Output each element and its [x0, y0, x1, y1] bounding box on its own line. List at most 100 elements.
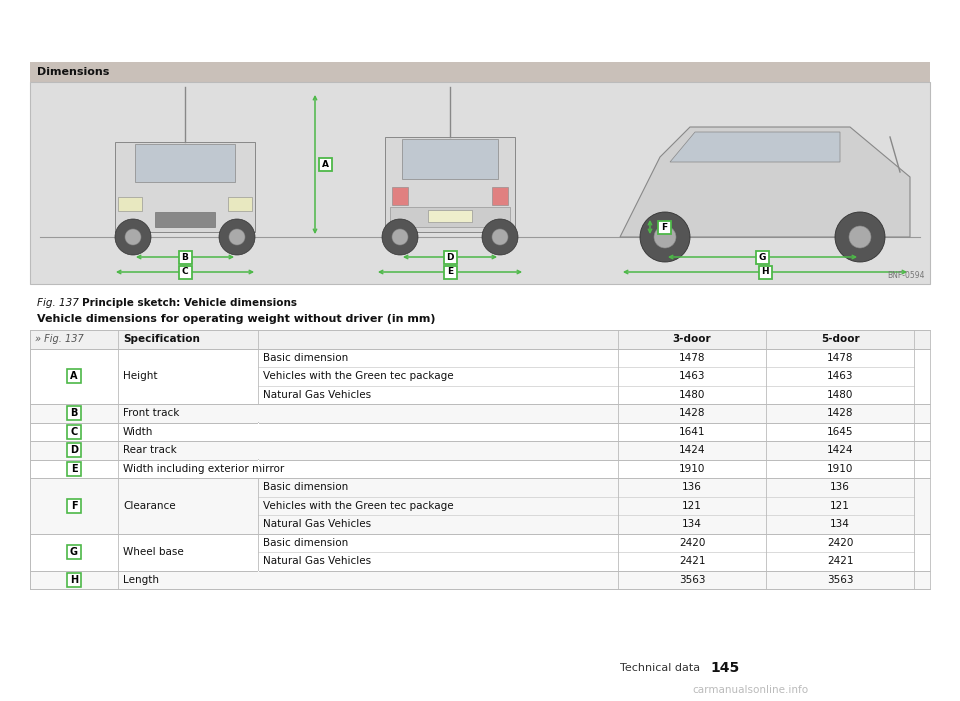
- Text: G: G: [70, 547, 78, 557]
- Text: Width: Width: [123, 427, 154, 437]
- Text: Front track: Front track: [123, 408, 180, 418]
- Bar: [30, 348, 930, 404]
- Text: H: H: [70, 575, 78, 585]
- Bar: [444, 250, 457, 264]
- Bar: [258, 423, 259, 440]
- Circle shape: [835, 212, 885, 262]
- Bar: [392, 187, 408, 205]
- Bar: [492, 187, 508, 205]
- Text: E: E: [447, 268, 453, 276]
- Bar: [30, 441, 930, 459]
- Bar: [30, 423, 930, 441]
- Text: 1478: 1478: [679, 353, 706, 362]
- Text: 1910: 1910: [827, 464, 853, 474]
- Bar: [402, 139, 498, 179]
- Text: 2421: 2421: [679, 557, 706, 566]
- Circle shape: [849, 226, 871, 248]
- Text: Basic dimension: Basic dimension: [263, 538, 348, 547]
- Text: F: F: [660, 222, 667, 231]
- Circle shape: [382, 219, 418, 255]
- Circle shape: [125, 229, 141, 245]
- Text: Vehicles with the Green tec package: Vehicles with the Green tec package: [263, 372, 454, 381]
- Bar: [67, 573, 81, 587]
- Text: BNF-0594: BNF-0594: [887, 271, 925, 280]
- Text: 1645: 1645: [827, 427, 853, 437]
- Bar: [30, 533, 930, 571]
- Polygon shape: [620, 127, 910, 237]
- Text: 1428: 1428: [679, 408, 706, 418]
- Text: C: C: [181, 268, 188, 276]
- Circle shape: [492, 229, 508, 245]
- Bar: [67, 369, 81, 383]
- Text: 5-door: 5-door: [821, 334, 859, 344]
- Bar: [30, 571, 930, 589]
- Text: Specification: Specification: [123, 334, 200, 344]
- Bar: [30, 533, 930, 571]
- Text: H: H: [761, 268, 769, 276]
- Text: 1480: 1480: [679, 390, 706, 400]
- Text: 3563: 3563: [827, 575, 853, 585]
- Text: 145: 145: [710, 661, 739, 675]
- Bar: [30, 348, 930, 404]
- Bar: [30, 571, 930, 589]
- Bar: [67, 462, 81, 476]
- Bar: [135, 144, 235, 182]
- Text: 2420: 2420: [827, 538, 853, 547]
- Circle shape: [654, 226, 676, 248]
- Bar: [658, 221, 670, 233]
- Bar: [67, 407, 81, 421]
- Text: A: A: [322, 160, 328, 169]
- Text: Rear track: Rear track: [123, 445, 177, 455]
- Text: F: F: [71, 501, 78, 511]
- Text: Fig. 137: Fig. 137: [37, 298, 79, 308]
- Text: 121: 121: [682, 501, 702, 511]
- Text: Natural Gas Vehicles: Natural Gas Vehicles: [263, 557, 372, 566]
- Bar: [758, 266, 772, 278]
- Bar: [258, 571, 259, 589]
- Text: D: D: [70, 445, 78, 455]
- Text: 1478: 1478: [827, 353, 853, 362]
- Text: 1428: 1428: [827, 408, 853, 418]
- Text: 1463: 1463: [827, 372, 853, 381]
- Circle shape: [640, 212, 690, 262]
- Text: Width including exterior mirror: Width including exterior mirror: [123, 464, 284, 474]
- Circle shape: [229, 229, 245, 245]
- Bar: [118, 197, 142, 211]
- Text: 2421: 2421: [827, 557, 853, 566]
- Text: Clearance: Clearance: [123, 501, 176, 511]
- Text: 1463: 1463: [679, 372, 706, 381]
- Bar: [179, 266, 191, 278]
- Bar: [115, 142, 255, 232]
- Text: 1641: 1641: [679, 427, 706, 437]
- Text: A: A: [70, 372, 78, 381]
- Text: Natural Gas Vehicles: Natural Gas Vehicles: [263, 390, 372, 400]
- Text: 1424: 1424: [679, 445, 706, 455]
- Bar: [444, 266, 457, 278]
- Text: carmanualsonline.info: carmanualsonline.info: [692, 685, 808, 695]
- Bar: [30, 62, 930, 82]
- Text: Technical data: Technical data: [620, 663, 700, 673]
- Bar: [30, 478, 930, 533]
- Bar: [258, 442, 259, 459]
- Text: 2420: 2420: [679, 538, 706, 547]
- Bar: [258, 460, 259, 477]
- Text: 3-door: 3-door: [673, 334, 711, 344]
- Bar: [30, 478, 930, 533]
- Text: Basic dimension: Basic dimension: [263, 482, 348, 492]
- Bar: [385, 137, 515, 232]
- Bar: [30, 82, 930, 284]
- Bar: [30, 330, 930, 348]
- Circle shape: [392, 229, 408, 245]
- Bar: [30, 404, 930, 423]
- Polygon shape: [670, 132, 840, 162]
- Text: Wheel base: Wheel base: [123, 547, 183, 557]
- Bar: [30, 459, 930, 478]
- Text: 136: 136: [830, 482, 850, 492]
- Circle shape: [219, 219, 255, 255]
- Text: 1424: 1424: [827, 445, 853, 455]
- Text: » Fig. 137: » Fig. 137: [35, 334, 84, 344]
- Text: D: D: [446, 252, 454, 261]
- Bar: [390, 207, 510, 227]
- Text: 134: 134: [830, 519, 850, 529]
- Text: B: B: [70, 408, 78, 418]
